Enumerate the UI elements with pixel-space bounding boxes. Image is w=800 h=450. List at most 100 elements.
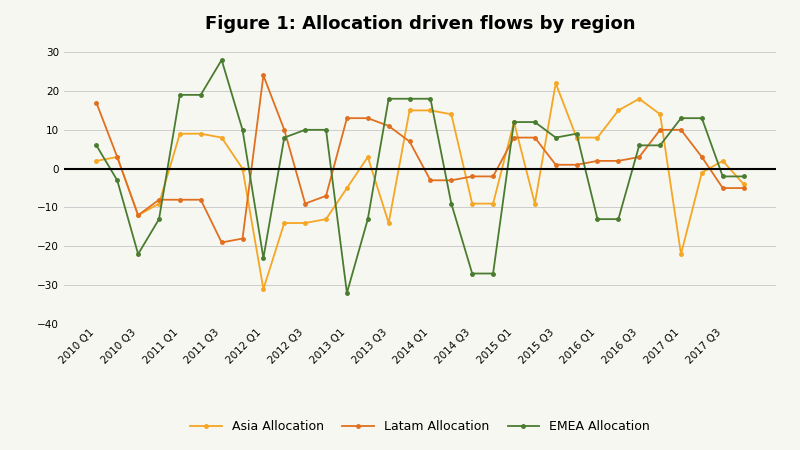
Latam Allocation bbox=[509, 135, 518, 140]
Latam Allocation bbox=[217, 240, 226, 245]
EMEA Allocation bbox=[342, 290, 352, 296]
Asia Allocation bbox=[154, 201, 164, 206]
EMEA Allocation bbox=[154, 216, 164, 222]
Latam Allocation bbox=[467, 174, 477, 179]
Latam Allocation bbox=[175, 197, 185, 202]
Asia Allocation bbox=[614, 108, 623, 113]
EMEA Allocation bbox=[426, 96, 435, 101]
Latam Allocation bbox=[134, 212, 143, 218]
EMEA Allocation bbox=[718, 174, 727, 179]
Asia Allocation bbox=[572, 135, 582, 140]
Asia Allocation bbox=[363, 154, 373, 160]
EMEA Allocation bbox=[572, 131, 582, 136]
Latam Allocation bbox=[342, 116, 352, 121]
Latam Allocation bbox=[279, 127, 289, 132]
Latam Allocation bbox=[405, 139, 414, 144]
EMEA Allocation bbox=[175, 92, 185, 98]
Legend: Asia Allocation, Latam Allocation, EMEA Allocation: Asia Allocation, Latam Allocation, EMEA … bbox=[186, 415, 654, 438]
EMEA Allocation bbox=[91, 143, 101, 148]
EMEA Allocation bbox=[322, 127, 331, 132]
Asia Allocation bbox=[113, 154, 122, 160]
EMEA Allocation bbox=[217, 57, 226, 63]
EMEA Allocation bbox=[614, 216, 623, 222]
Latam Allocation bbox=[154, 197, 164, 202]
Latam Allocation bbox=[322, 193, 331, 198]
Latam Allocation bbox=[655, 127, 665, 132]
EMEA Allocation bbox=[467, 271, 477, 276]
Asia Allocation bbox=[467, 201, 477, 206]
Latam Allocation bbox=[426, 178, 435, 183]
EMEA Allocation bbox=[258, 255, 268, 261]
Latam Allocation bbox=[593, 158, 602, 164]
Asia Allocation bbox=[405, 108, 414, 113]
Latam Allocation bbox=[196, 197, 206, 202]
Asia Allocation bbox=[258, 286, 268, 292]
EMEA Allocation bbox=[134, 252, 143, 257]
EMEA Allocation bbox=[238, 127, 247, 132]
Latam Allocation bbox=[258, 73, 268, 78]
EMEA Allocation bbox=[113, 178, 122, 183]
Asia Allocation bbox=[488, 201, 498, 206]
Asia Allocation bbox=[175, 131, 185, 136]
Asia Allocation bbox=[134, 212, 143, 218]
Latam Allocation bbox=[676, 127, 686, 132]
Line: EMEA Allocation: EMEA Allocation bbox=[94, 58, 746, 295]
Asia Allocation bbox=[530, 201, 540, 206]
Asia Allocation bbox=[718, 158, 727, 164]
Latam Allocation bbox=[300, 201, 310, 206]
Asia Allocation bbox=[739, 181, 749, 187]
Asia Allocation bbox=[217, 135, 226, 140]
Asia Allocation bbox=[342, 185, 352, 191]
Asia Allocation bbox=[634, 96, 644, 101]
Latam Allocation bbox=[551, 162, 561, 167]
Latam Allocation bbox=[113, 154, 122, 160]
EMEA Allocation bbox=[634, 143, 644, 148]
Latam Allocation bbox=[384, 123, 394, 129]
EMEA Allocation bbox=[488, 271, 498, 276]
Latam Allocation bbox=[718, 185, 727, 191]
Asia Allocation bbox=[300, 220, 310, 226]
Latam Allocation bbox=[697, 154, 706, 160]
EMEA Allocation bbox=[509, 119, 518, 125]
Latam Allocation bbox=[614, 158, 623, 164]
Latam Allocation bbox=[488, 174, 498, 179]
Asia Allocation bbox=[676, 252, 686, 257]
Latam Allocation bbox=[363, 116, 373, 121]
Title: Figure 1: Allocation driven flows by region: Figure 1: Allocation driven flows by reg… bbox=[205, 15, 635, 33]
Line: Latam Allocation: Latam Allocation bbox=[94, 74, 746, 244]
EMEA Allocation bbox=[530, 119, 540, 125]
EMEA Allocation bbox=[363, 216, 373, 222]
EMEA Allocation bbox=[279, 135, 289, 140]
EMEA Allocation bbox=[697, 116, 706, 121]
Asia Allocation bbox=[196, 131, 206, 136]
EMEA Allocation bbox=[593, 216, 602, 222]
EMEA Allocation bbox=[196, 92, 206, 98]
Line: Asia Allocation: Asia Allocation bbox=[94, 81, 746, 291]
EMEA Allocation bbox=[551, 135, 561, 140]
EMEA Allocation bbox=[655, 143, 665, 148]
Asia Allocation bbox=[697, 170, 706, 175]
EMEA Allocation bbox=[300, 127, 310, 132]
Latam Allocation bbox=[530, 135, 540, 140]
Asia Allocation bbox=[593, 135, 602, 140]
Asia Allocation bbox=[551, 81, 561, 86]
Asia Allocation bbox=[322, 216, 331, 222]
Latam Allocation bbox=[634, 154, 644, 160]
Asia Allocation bbox=[426, 108, 435, 113]
Latam Allocation bbox=[739, 185, 749, 191]
Asia Allocation bbox=[384, 220, 394, 226]
Latam Allocation bbox=[91, 100, 101, 105]
Asia Allocation bbox=[91, 158, 101, 164]
Latam Allocation bbox=[238, 236, 247, 241]
EMEA Allocation bbox=[739, 174, 749, 179]
EMEA Allocation bbox=[446, 201, 456, 206]
EMEA Allocation bbox=[405, 96, 414, 101]
EMEA Allocation bbox=[384, 96, 394, 101]
Latam Allocation bbox=[572, 162, 582, 167]
Asia Allocation bbox=[279, 220, 289, 226]
Asia Allocation bbox=[446, 112, 456, 117]
EMEA Allocation bbox=[676, 116, 686, 121]
Asia Allocation bbox=[509, 119, 518, 125]
Asia Allocation bbox=[655, 112, 665, 117]
Asia Allocation bbox=[238, 166, 247, 171]
